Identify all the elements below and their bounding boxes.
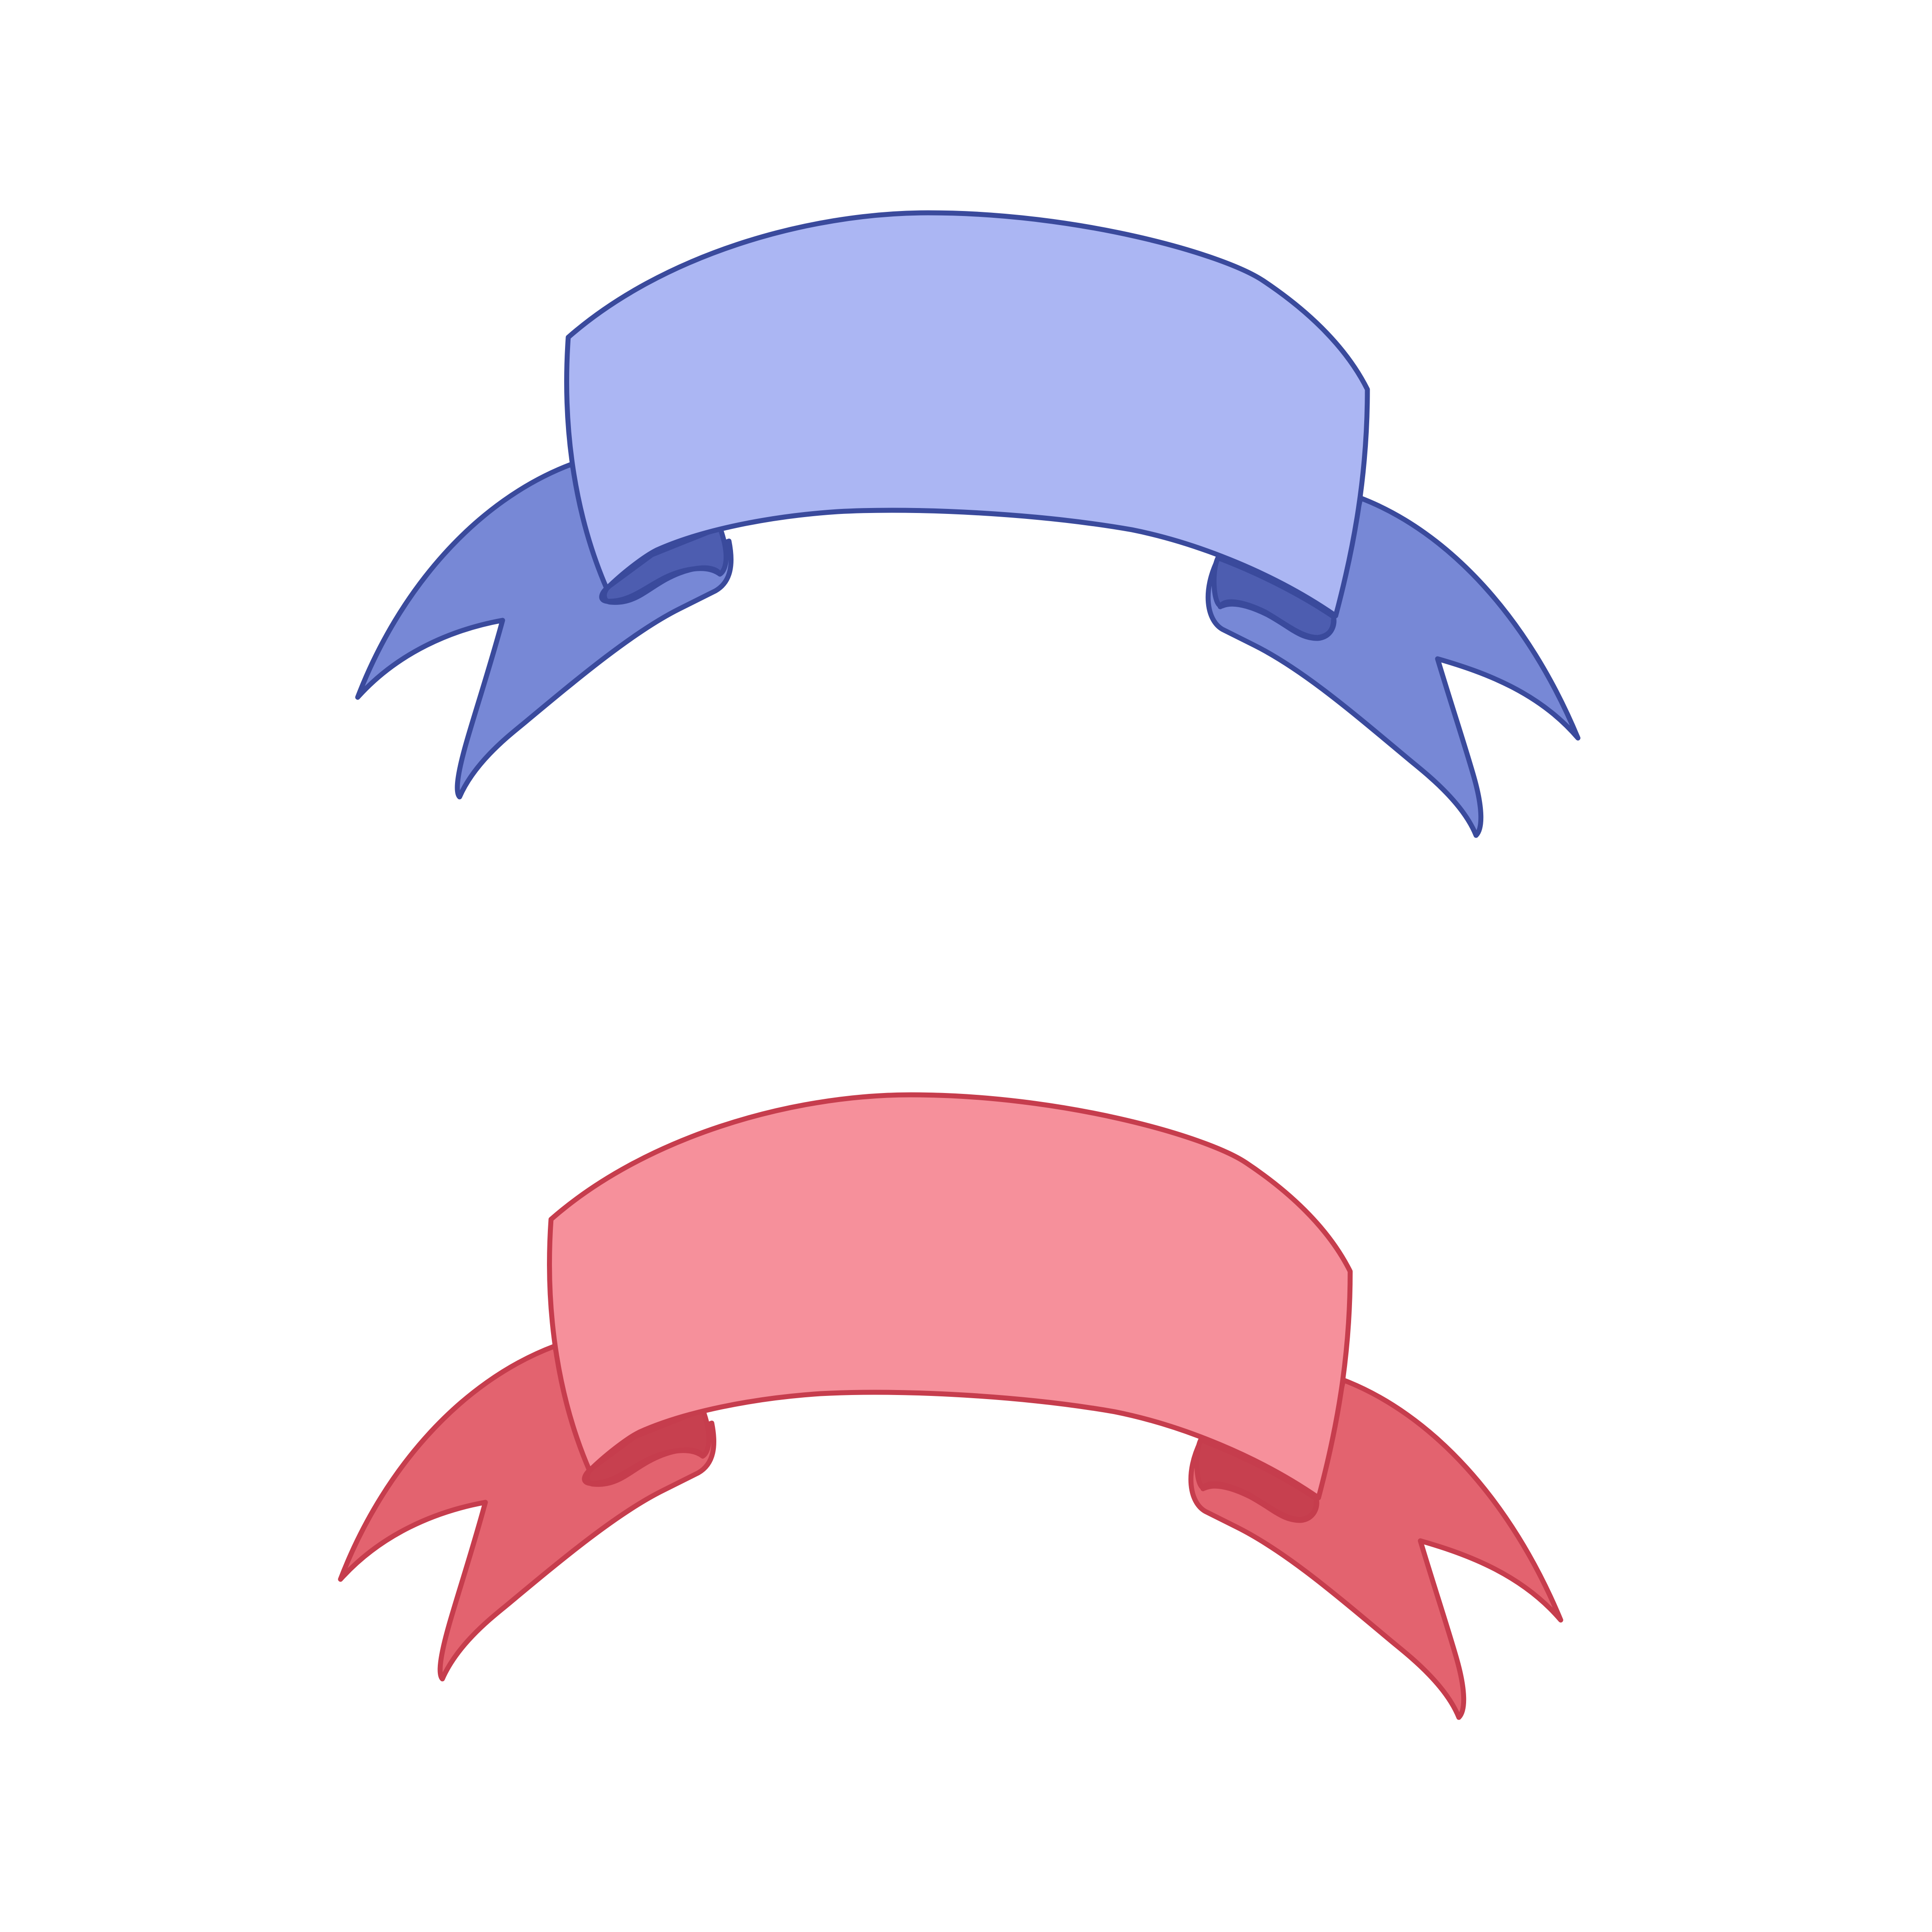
ribbon-right-fold-outline [1200,1481,1319,1522]
ribbon-left-fold-outline [585,1447,703,1487]
blue-ribbon-banner [355,210,1581,838]
red-ribbon-banner [338,1092,1563,1720]
ribbon-left-tail [338,1343,716,1682]
ribbon-right-fold-outline [1218,599,1336,640]
ribbon-right-tail [1205,495,1581,838]
ribbon-main-band [547,1092,1353,1501]
ribbon-main-band [564,210,1370,618]
ribbon-left-tail [355,461,733,800]
ribbon-right-tail [1188,1377,1563,1720]
ribbon-left-fold-outline [602,565,720,605]
